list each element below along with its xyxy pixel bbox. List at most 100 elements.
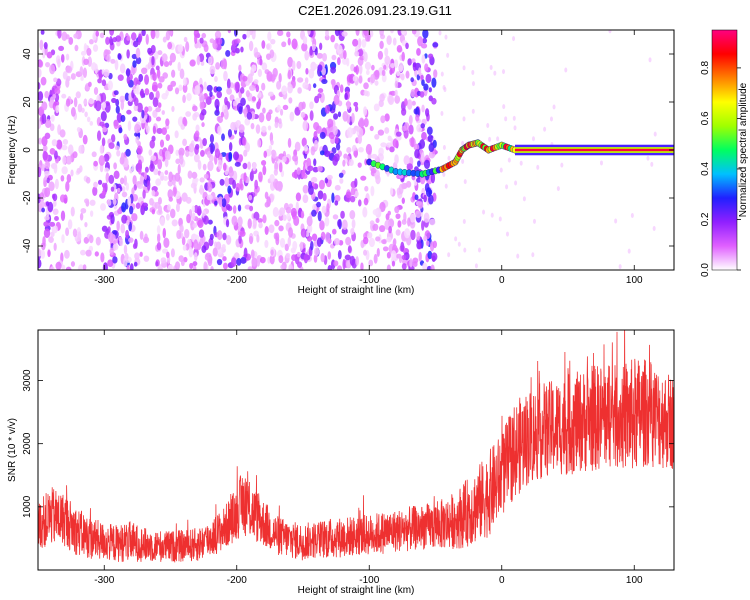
spectrogram-x-tick-label: -100	[359, 275, 379, 286]
spectrogram-cell	[42, 150, 48, 161]
spectrogram-cell	[147, 47, 153, 55]
spectrogram-cell	[424, 63, 429, 72]
spectrogram-cell	[381, 239, 387, 245]
spectrogram-cell	[206, 84, 213, 92]
spectrogram-cell	[104, 102, 111, 113]
spectrogram-cell	[45, 62, 51, 68]
spectrogram-cell	[194, 243, 198, 250]
spectrogram-cell	[318, 179, 326, 190]
spectrogram-cell	[373, 103, 380, 112]
spectrogram-cell	[206, 194, 213, 201]
spectrogram-cell	[242, 162, 248, 170]
spectrogram-cell	[419, 91, 425, 98]
spectrogram-cell	[363, 197, 369, 206]
spectrogram-cell	[129, 168, 133, 174]
spectrogram-cell	[93, 181, 98, 188]
spectrogram-cell	[61, 234, 65, 244]
spectrogram-cell	[383, 64, 387, 70]
spectrogram-cell	[67, 144, 74, 155]
spectrogram-cell	[164, 170, 169, 176]
spectrogram-cell	[246, 111, 253, 120]
spectrogram-cell	[276, 80, 282, 90]
spectrogram-cell	[375, 174, 381, 185]
spectrogram-cell	[57, 30, 62, 39]
spectrogram-cell	[312, 166, 319, 173]
spectrogram-cell	[53, 100, 60, 107]
spectrogram-cell	[223, 108, 229, 114]
spectrogram-cell	[423, 194, 427, 203]
spectrogram-cell	[44, 187, 51, 198]
spectrogram-cell	[425, 73, 432, 84]
spectrogram-cell	[272, 67, 278, 78]
spectrogram-cell	[228, 152, 233, 162]
spectrogram-cell	[160, 257, 167, 264]
spectrogram-cell	[648, 57, 652, 63]
spectrogram-cell	[319, 42, 323, 51]
spectrogram-cell	[193, 153, 200, 163]
spectrogram-cell	[344, 254, 352, 261]
spectrogram-cell	[377, 50, 384, 60]
spectrogram-cell	[207, 258, 213, 267]
spectrogram-cell	[292, 154, 298, 162]
spectrogram-cell	[53, 200, 57, 207]
spectrogram-cell	[317, 64, 323, 72]
spectrogram-cell	[386, 35, 392, 46]
spectrogram-cell	[347, 245, 352, 254]
spectrogram-x-ticks: -300 -200 -100 0 100	[94, 30, 643, 286]
spectrogram-cell	[233, 30, 238, 37]
spectrogram-cell	[411, 30, 417, 35]
spectrogram-cell	[80, 207, 87, 214]
spectrogram-cell	[269, 174, 275, 183]
spectrogram-cell	[440, 111, 444, 117]
spectrogram-cell	[209, 65, 216, 75]
spectrogram-cell	[157, 50, 163, 56]
spectrogram-cell	[401, 108, 407, 116]
spectrogram-cell	[416, 241, 422, 250]
spectrogram-cell	[380, 115, 386, 124]
spectrogram-cell	[312, 203, 317, 212]
spectrogram-cell	[214, 200, 218, 206]
spectrogram-cell	[302, 184, 309, 194]
spectrogram-cell	[177, 164, 181, 175]
spectrogram-cell	[222, 232, 227, 241]
spectrogram-cell	[125, 148, 131, 157]
spectrogram-cell	[264, 201, 270, 208]
spectrogram-cell	[164, 150, 169, 160]
spectrogram-cell	[93, 86, 99, 95]
spectrogram-cell	[178, 255, 184, 262]
spectrogram-cell	[155, 65, 160, 71]
spectrogram-cell	[245, 142, 251, 153]
spectrogram-cell	[302, 36, 308, 45]
spectrogram-cell	[182, 83, 188, 93]
spectrogram-cell	[218, 198, 223, 207]
spectrogram-cell	[471, 69, 475, 75]
spectrogram-cell	[351, 219, 356, 229]
colorbar-tick-label: 0.2	[700, 212, 711, 226]
spectrogram-cell	[139, 251, 143, 257]
spectrogram-cell	[433, 69, 438, 79]
spectrogram-cell	[159, 139, 165, 148]
spectrogram-cell	[42, 236, 46, 247]
spectrogram-cell	[145, 125, 150, 134]
spectrogram-cell	[61, 31, 68, 42]
spectrogram-cell	[182, 245, 187, 251]
colorbar-tick-label: 0.4	[700, 162, 711, 176]
spectrogram-cell	[384, 47, 389, 57]
spectrogram-cell	[50, 266, 55, 270]
spectrogram-cell	[156, 127, 163, 134]
spectrogram-cell	[421, 220, 425, 231]
spectrogram-cell	[149, 139, 155, 149]
spectrogram-cell	[49, 96, 54, 105]
spectrogram-cell	[250, 122, 255, 130]
spectrogram-cell	[423, 212, 430, 223]
spectrogram-cell	[317, 190, 324, 200]
spectrogram-cell	[444, 183, 448, 189]
spectrogram-cell	[165, 213, 170, 221]
spectrogram-cell	[92, 44, 99, 52]
colorbar-tick-label: 0.6	[700, 111, 711, 125]
spectrogram-cell	[309, 110, 314, 121]
spectrogram-cell	[134, 252, 140, 260]
spectrogram-cell	[335, 142, 341, 151]
spectrogram-cell	[152, 125, 157, 135]
spectrogram-cell	[77, 103, 83, 113]
